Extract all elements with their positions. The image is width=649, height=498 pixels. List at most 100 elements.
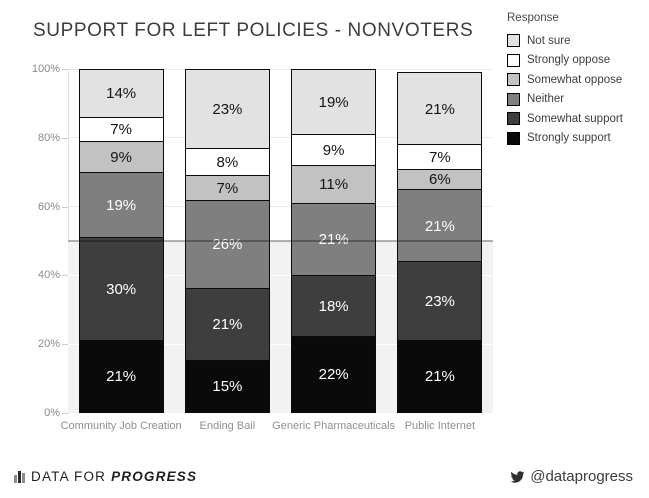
segment-value-label: 21% xyxy=(318,231,349,249)
footer: DATA FOR PROGRESS @dataprogress xyxy=(0,460,649,498)
segment-value-label: 7% xyxy=(216,179,239,197)
chart-title: SUPPORT FOR LEFT POLICIES - NONVOTERS xyxy=(33,20,474,41)
x-axis-category-label: Public Internet xyxy=(404,420,476,432)
x-axis-category-label: Community Job Creation xyxy=(60,420,182,432)
y-axis-tick xyxy=(62,69,68,70)
bar-segment: 8% xyxy=(184,147,270,177)
legend-swatch xyxy=(507,73,520,87)
legend-item: Somewhat support xyxy=(507,109,647,129)
bar-segment: 7% xyxy=(184,175,270,201)
twitter-attribution: @dataprogress xyxy=(509,468,633,485)
gridline-60 xyxy=(68,206,493,208)
legend-item: Strongly oppose xyxy=(507,51,647,71)
bar-segment: 15% xyxy=(184,360,270,413)
gridline-80 xyxy=(68,137,493,139)
gridline-20 xyxy=(68,343,493,345)
legend-title: Response xyxy=(507,12,559,24)
bar-segment: 22% xyxy=(291,336,377,413)
brand-text: DATA FOR PROGRESS xyxy=(31,469,197,484)
segment-value-label: 21% xyxy=(106,367,137,385)
legend-item-label: Not sure xyxy=(527,34,571,47)
y-axis-tick-label: 100% xyxy=(31,63,60,75)
stacked-bar: 21% 7% 6% 21% 23% 21% xyxy=(397,72,483,413)
segment-value-label: 9% xyxy=(322,141,345,159)
x-axis-category-label: Generic Pharmaceuticals xyxy=(272,420,396,432)
legend-swatch xyxy=(507,92,520,106)
brand-emphasis: PROGRESS xyxy=(111,469,198,484)
bar-segment: 7% xyxy=(78,117,164,143)
fifty-percent-reference-line xyxy=(68,240,493,242)
bar-segment: 21% xyxy=(397,72,483,146)
segment-value-label: 7% xyxy=(429,148,451,166)
legend-item-label: Strongly support xyxy=(527,132,611,145)
legend-item: Strongly support xyxy=(507,129,647,149)
bar-segment: 19% xyxy=(291,69,377,136)
segment-value-label: 8% xyxy=(216,153,239,171)
bar-segment: 9% xyxy=(78,141,164,174)
y-axis-tick-label: 80% xyxy=(37,131,60,144)
segment-value-label: 30% xyxy=(106,280,137,298)
segment-value-label: 19% xyxy=(106,197,137,215)
legend-item: Somewhat oppose xyxy=(507,70,647,90)
segment-value-label: 22% xyxy=(318,366,349,384)
segment-value-label: 23% xyxy=(424,292,455,310)
segment-value-label: 11% xyxy=(319,176,349,194)
y-axis-tick xyxy=(62,137,68,139)
legend: Response Not sure Strongly oppose Somewhat… xyxy=(507,12,647,148)
segment-value-label: 7% xyxy=(110,121,132,139)
segment-value-label: 23% xyxy=(212,100,243,118)
bar-segment: 7% xyxy=(397,144,483,170)
bar-segment: 11% xyxy=(291,165,377,205)
legend-swatch xyxy=(507,131,520,145)
plot-area: 14% 7% 9% 19% 30% 21% 23% 8% 7% 26% 21% 15% 19% 9% 11%… xyxy=(68,68,493,413)
twitter-icon xyxy=(510,470,525,483)
segment-value-label: 21% xyxy=(212,316,243,334)
bar-segment: 21% xyxy=(78,339,164,413)
segment-value-label: 19% xyxy=(318,93,349,111)
bar-segment: 23% xyxy=(184,69,270,150)
bar-segment: 23% xyxy=(397,261,483,342)
bar-segment: 14% xyxy=(78,69,164,119)
segment-value-label: 14% xyxy=(106,85,137,103)
legend-swatch xyxy=(507,34,520,48)
segment-value-label: 9% xyxy=(110,149,132,167)
bar-segment: 21% xyxy=(291,202,377,277)
legend-item-label: Neither xyxy=(527,93,565,106)
legend-items: Not sure Strongly oppose Somewhat oppose Ne… xyxy=(507,31,647,148)
twitter-handle: @dataprogress xyxy=(530,468,633,485)
bar-chart-icon xyxy=(14,470,25,483)
segment-value-label: 18% xyxy=(318,297,349,315)
y-axis-tick xyxy=(62,275,68,277)
bar-segment: 21% xyxy=(184,288,270,362)
y-axis-tick xyxy=(62,344,68,346)
stacked-bar: 23% 8% 7% 26% 21% 15% xyxy=(184,69,270,413)
legend-swatch xyxy=(507,112,520,126)
bar-segment: 9% xyxy=(291,134,377,167)
y-axis-tick-label: 60% xyxy=(37,200,60,213)
bar-segment: 21% xyxy=(397,189,483,263)
bar-segment: 18% xyxy=(291,274,377,338)
gridline-40 xyxy=(68,274,493,276)
bar-segment: 26% xyxy=(184,199,270,290)
brand-prefix: DATA FOR xyxy=(31,469,112,484)
segment-value-label: 15% xyxy=(212,378,243,396)
stacked-bar: 14% 7% 9% 19% 30% 21% xyxy=(78,69,164,413)
gridline-100 xyxy=(68,68,493,70)
stacked-bar: 19% 9% 11% 21% 18% 22% xyxy=(291,69,377,413)
segment-value-label: 21% xyxy=(424,367,455,385)
bar-segment: 30% xyxy=(78,237,164,342)
bar-segment: 19% xyxy=(78,172,164,239)
legend-item-label: Strongly oppose xyxy=(527,54,611,67)
segment-value-label: 26% xyxy=(212,236,243,254)
bar-segment: 6% xyxy=(397,168,483,191)
y-axis-tick xyxy=(62,206,68,208)
y-axis-tick-label: 0% xyxy=(44,407,60,419)
segment-value-label: 21% xyxy=(424,100,455,118)
x-axis-category-label: Ending Bail xyxy=(199,420,256,432)
legend-swatch xyxy=(507,53,520,67)
y-axis-tick-label: 40% xyxy=(37,269,60,282)
brand-logo: DATA FOR PROGRESS xyxy=(14,469,197,484)
legend-item: Neither xyxy=(507,90,647,110)
legend-item-label: Somewhat support xyxy=(527,112,623,125)
